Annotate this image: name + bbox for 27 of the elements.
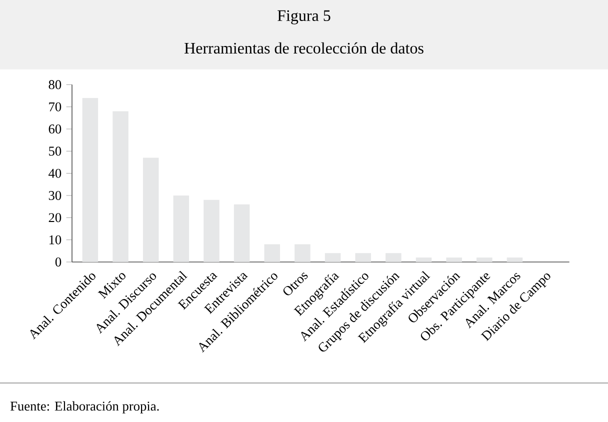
source-note: Fuente: Elaboración propia. [10, 401, 159, 414]
y-tick-label: 70 [49, 102, 62, 112]
bar [294, 244, 310, 262]
bar [386, 253, 402, 262]
bar [446, 258, 462, 262]
bar [506, 258, 523, 262]
bar [234, 204, 250, 262]
bar [355, 253, 372, 262]
bar [324, 253, 341, 262]
y-tick-label: 20 [48, 213, 62, 222]
y-tick-label: 50 [49, 146, 62, 156]
y-tick-label: 10 [49, 235, 62, 244]
bar [173, 195, 190, 262]
bar [204, 200, 220, 262]
y-tick-label: 80 [48, 80, 62, 90]
chart-subtitle: Herramientas de recolección de datos [184, 42, 424, 54]
y-tick-label: 40 [48, 168, 62, 178]
bar [142, 158, 159, 262]
bar [264, 244, 280, 262]
bar [476, 258, 492, 262]
y-tick-label: 30 [48, 190, 62, 200]
y-tick-label: 60 [48, 124, 62, 134]
y-tick-label: 0 [55, 257, 62, 266]
bar [82, 98, 98, 262]
chart-title: Figura 5 [278, 10, 330, 24]
bar [112, 111, 128, 262]
bar [416, 258, 432, 262]
